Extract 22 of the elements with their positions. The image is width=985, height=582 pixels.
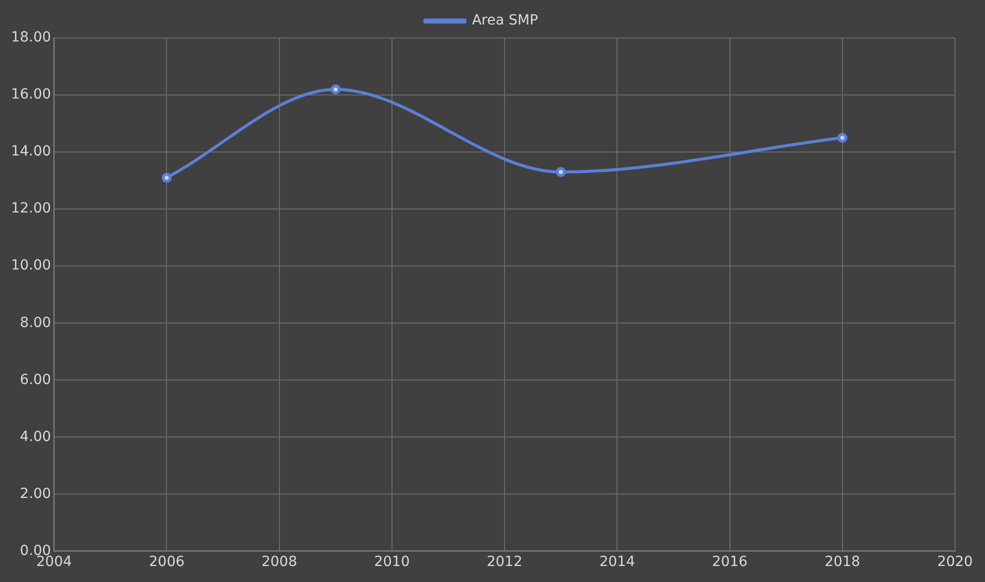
x-tick-label: 2006 <box>148 554 185 570</box>
point <box>556 167 566 177</box>
legend-label: Area SMP <box>472 12 538 29</box>
y-tick-label: 2.00 <box>20 486 52 502</box>
x-tick-label: 2016 <box>712 554 748 570</box>
x-tick-label: 2012 <box>486 554 522 570</box>
y-tick-label: 6.00 <box>20 372 52 388</box>
y-tick-label: 4.00 <box>20 428 52 445</box>
x-tick-label: 2018 <box>824 554 860 570</box>
y-tick-label: 12.00 <box>10 200 52 217</box>
point <box>837 132 848 143</box>
y-tick-label: 18.00 <box>10 30 52 46</box>
y-tick-label: 16.00 <box>10 86 52 103</box>
x-tick-label: 2020 <box>937 554 973 570</box>
x-tick-label: 2014 <box>599 554 636 570</box>
point <box>330 84 341 94</box>
x-tick-label: 2010 <box>374 554 410 570</box>
y-tick-label: 10.00 <box>10 258 52 274</box>
x-tick-label: 2008 <box>261 554 298 570</box>
point <box>162 172 172 183</box>
y-tick-label: 8.00 <box>20 314 52 331</box>
y-tick-label: 14.00 <box>10 144 52 160</box>
